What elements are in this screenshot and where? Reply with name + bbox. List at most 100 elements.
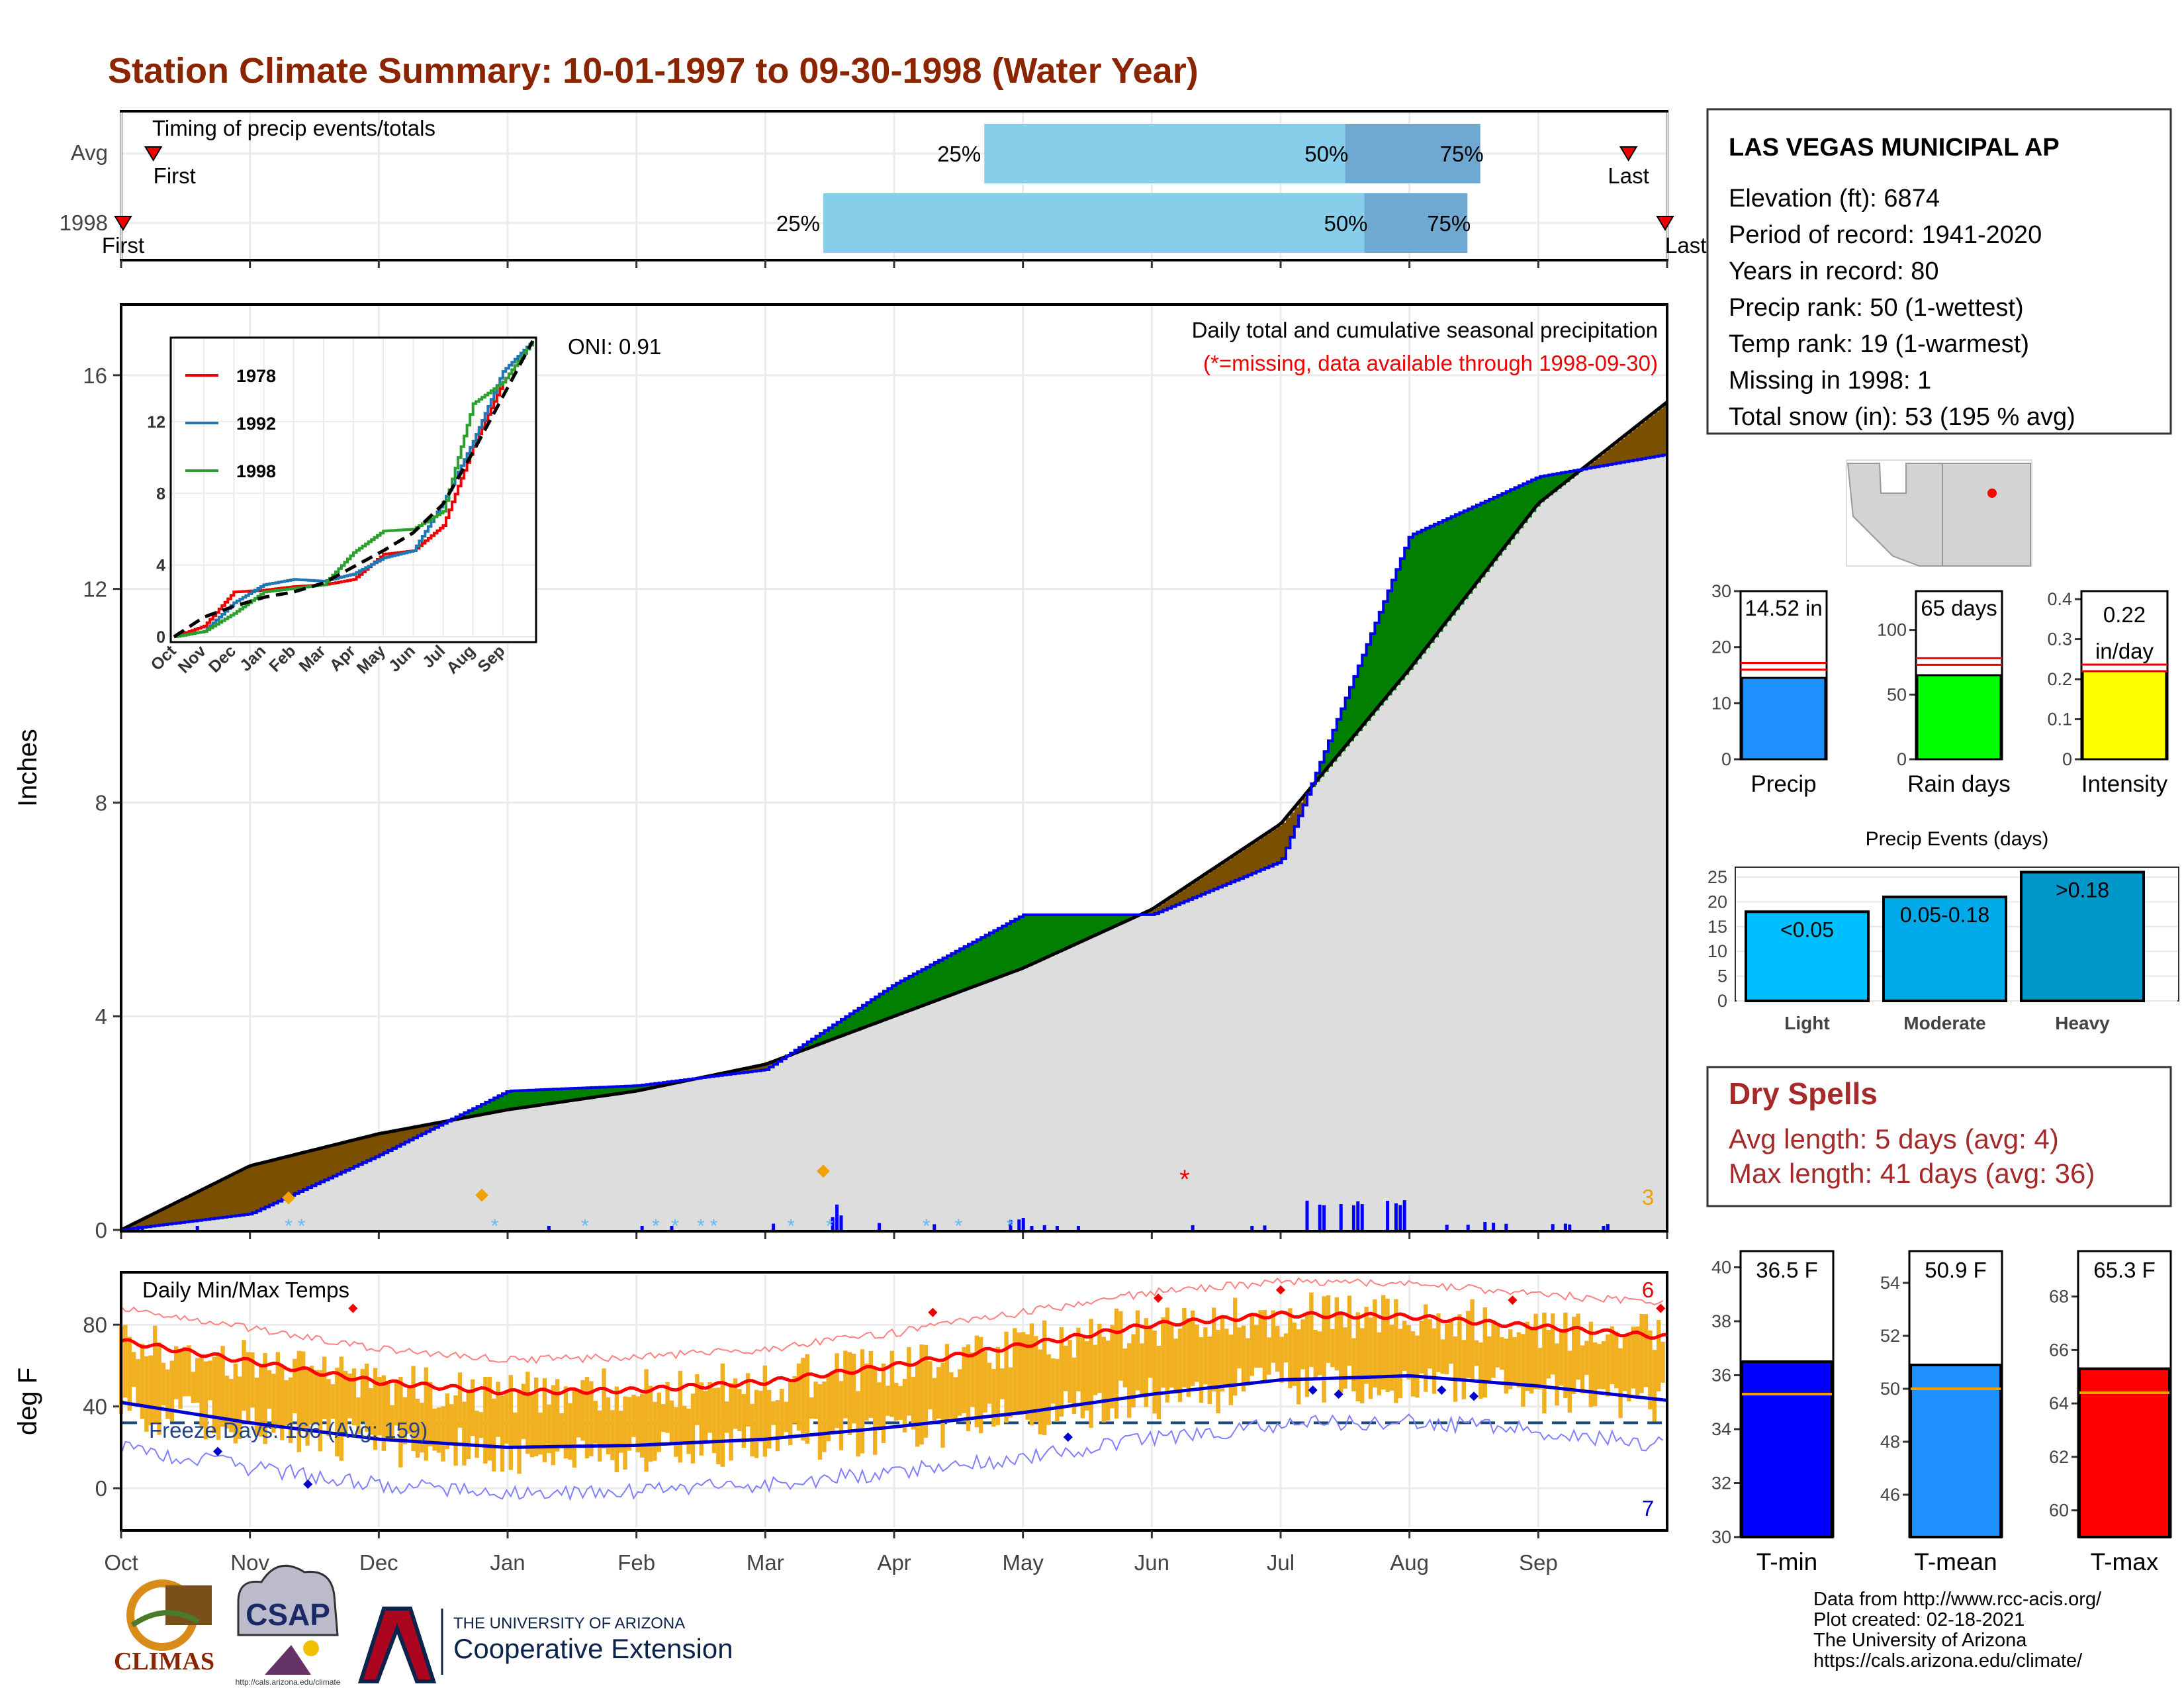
daily-temp-bar [1267,1337,1271,1375]
first-event-marker [114,216,132,231]
daily-temp-bar [1093,1344,1098,1395]
below-average-fill [1265,834,1269,868]
above-average-fill [896,983,901,1016]
daily-temp-bar [216,1355,221,1440]
daily-temp-bar [1046,1354,1051,1425]
daily-temp-bar [1635,1326,1640,1395]
below-average-fill [354,1140,359,1167]
above-average-fill [477,1106,482,1116]
daily-precip-bar [1322,1205,1326,1230]
daily-temp-bar [165,1369,170,1419]
daily-temp-bar [1334,1297,1339,1371]
record-high-line [120,1277,1664,1364]
snow-marker: * [298,1215,306,1237]
daily-temp-bar [475,1411,479,1458]
daily-temp-bar [1343,1327,1347,1389]
daily-temp-bar [635,1396,640,1453]
temp-summary-ytick-label: 34 [1711,1419,1731,1439]
daily-temp-bar [233,1363,238,1444]
temp-summary-ytick-label: 68 [2049,1287,2069,1307]
daily-temp-bar [1127,1343,1132,1418]
first-event-label: First [154,164,196,188]
daily-temp-bar [504,1391,509,1444]
daily-temp-bar [1279,1336,1284,1383]
station-box: LAS VEGAS MUNICIPAL AP Elevation (ft): 6… [1706,108,2172,435]
daily-temp-bar [1203,1327,1208,1385]
daily-temp-bar [1466,1311,1471,1378]
above-average-fill [600,1087,605,1097]
below-average-fill [1260,837,1265,870]
daily-temp-bar [254,1378,259,1436]
above-average-fill [900,980,905,1014]
daily-temp-bar [407,1385,412,1434]
above-average-fill [1332,729,1338,762]
snow-marker: * [1006,1215,1014,1237]
above-average-fill [1349,687,1354,741]
above-average-fill [1069,914,1075,947]
above-average-fill [1404,547,1410,675]
summary-ytick-label: 0 [1721,749,1731,769]
credit-line: https://cals.arizona.edu/climate/ [1813,1650,2083,1671]
above-average-fill [947,955,952,997]
daily-temp-bar [220,1346,225,1427]
below-average-fill [1633,428,1638,461]
temp-summary-ytick-label: 50 [1880,1379,1900,1399]
summary-ytick-label: 0.3 [2047,630,2072,649]
daily-temp-bar [542,1378,547,1462]
below-average-fill [150,1215,156,1227]
daily-precip-bar [1360,1204,1364,1230]
precip-ytick-label: 8 [95,790,107,815]
daily-precip-bar [195,1226,199,1230]
daily-temp-bar [970,1352,975,1407]
daily-temp-bar [1228,1335,1233,1405]
daily-precip-bar [1394,1203,1398,1230]
temp-summary-label: T-min [1756,1548,1818,1575]
climas-text: CLIMAS [114,1648,214,1675]
temp-ylabel: deg F [13,1368,42,1435]
daily-temp-bar [1097,1323,1102,1393]
daily-temp-bar [483,1377,488,1464]
daily-temp-bar [1572,1317,1576,1394]
above-average-fill [870,1000,876,1025]
below-average-fill [1256,840,1261,872]
below-average-fill [265,1162,270,1207]
daily-temp-bar [1512,1336,1517,1385]
daily-temp-bar [1241,1325,1246,1392]
below-average-fill [1273,829,1278,865]
daily-temp-bar [813,1382,818,1419]
daily-temp-bar [1207,1336,1212,1404]
below-average-fill [333,1145,338,1176]
below-average-fill [324,1147,330,1180]
below-average-fill [240,1170,245,1215]
station-info-line: Period of record: 1941-2020 [1729,221,2042,249]
snow-marker: * [826,1215,834,1237]
ua-small-text: THE UNIVERSITY OF ARIZONA [453,1615,685,1632]
daily-temp-bar [1071,1357,1077,1414]
daily-temp-bar [856,1391,860,1457]
temp-summary-label: T-max [2091,1548,2159,1575]
summary-bar-label: Rain days [1907,771,2011,797]
daily-temp-bar [801,1358,805,1441]
above-average-fill [913,974,918,1009]
daily-temp-bar [1292,1323,1297,1386]
below-average-fill [295,1154,300,1194]
daily-temp-bar [1470,1299,1475,1383]
above-average-fill [968,944,973,989]
daily-temp-bar [1152,1331,1157,1414]
daily-temp-bar [780,1389,784,1437]
quartile-75-label: 75% [1427,211,1471,236]
credit-line: Data from http://www.rcc-acis.org/ [1813,1589,2102,1610]
above-average-fill [515,1090,520,1109]
daily-temp-bar [293,1358,297,1414]
inset-ytick-label: 8 [156,485,165,503]
snow-marker: * [491,1215,499,1237]
above-average-fill [498,1096,503,1112]
below-average-fill [206,1188,210,1220]
daily-temp-bar [360,1369,365,1422]
above-average-fill [1540,476,1545,502]
below-average-fill [413,1127,418,1139]
above-average-fill [1357,665,1363,731]
daily-temp-bar [1449,1321,1453,1364]
last-event-label: Last [1665,233,1706,258]
temp-summary-ytick-label: 62 [2049,1447,2069,1467]
